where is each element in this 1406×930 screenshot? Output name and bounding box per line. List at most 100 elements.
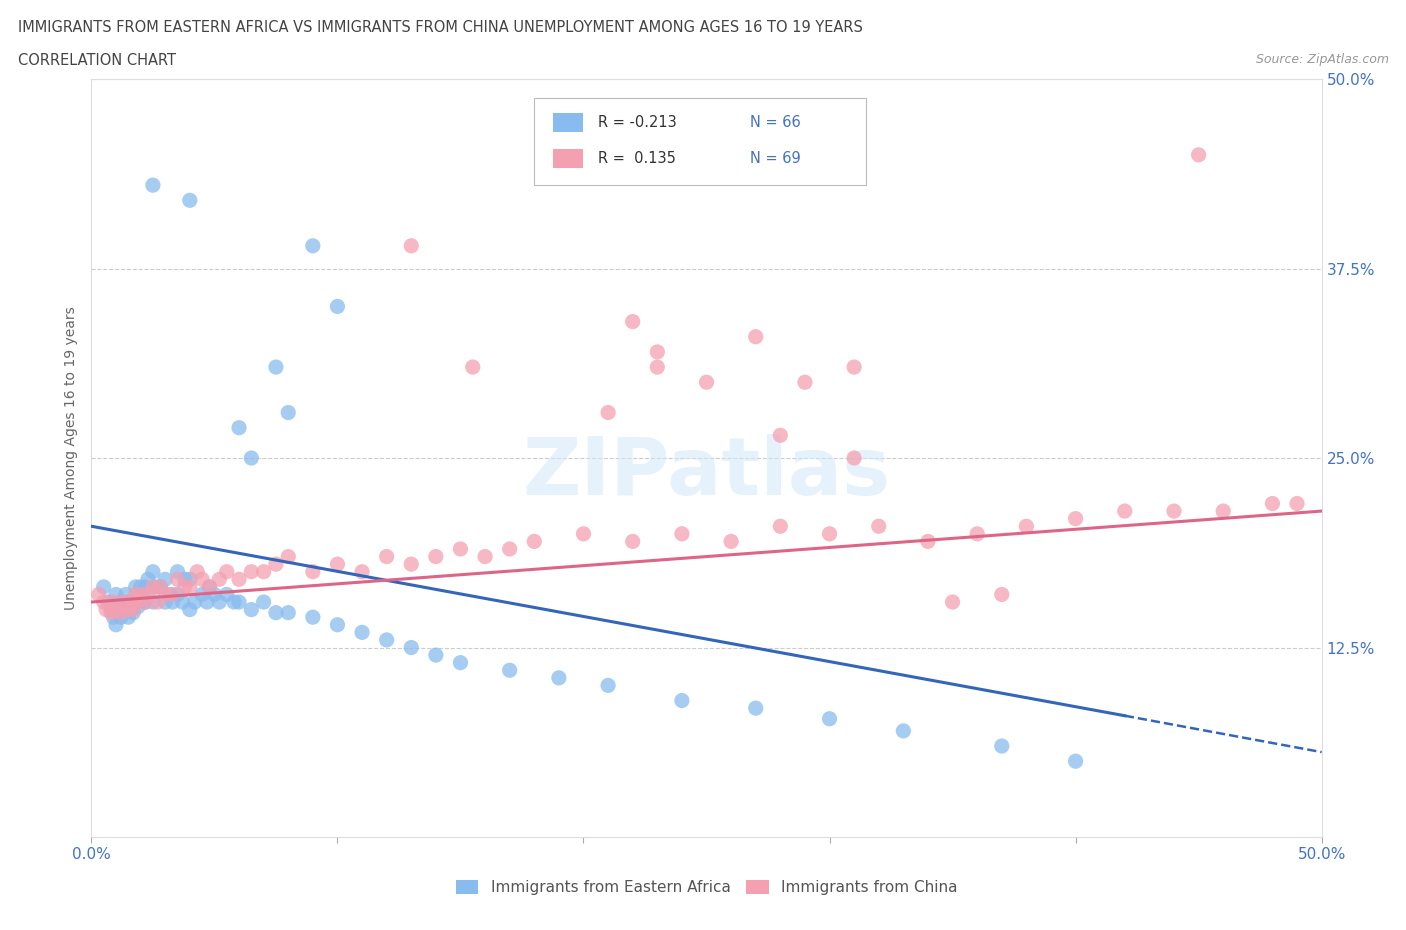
- Point: [129, 587, 152, 602]
- Point: [277, 549, 299, 564]
- Point: [162, 587, 184, 602]
- Point: [96, 603, 117, 618]
- Point: [240, 603, 263, 618]
- Y-axis label: Unemployment Among Ages 16 to 19 years: Unemployment Among Ages 16 to 19 years: [65, 306, 79, 610]
- Point: [202, 587, 225, 602]
- Point: [301, 238, 323, 253]
- Point: [153, 572, 177, 587]
- Point: [153, 587, 177, 602]
- Point: [868, 519, 890, 534]
- Point: [621, 314, 644, 329]
- Text: N = 69: N = 69: [749, 152, 800, 166]
- Point: [818, 526, 841, 541]
- Legend: Immigrants from Eastern Africa, Immigrants from China: Immigrants from Eastern Africa, Immigran…: [450, 874, 963, 901]
- Point: [114, 587, 138, 602]
- Text: Source: ZipAtlas.com: Source: ZipAtlas.com: [1256, 53, 1389, 66]
- Point: [135, 579, 156, 594]
- Point: [135, 594, 156, 609]
- Point: [399, 640, 422, 655]
- Point: [228, 572, 250, 587]
- Point: [842, 451, 865, 466]
- Point: [572, 526, 595, 541]
- Point: [186, 565, 208, 579]
- Point: [195, 594, 218, 609]
- Point: [745, 329, 768, 344]
- Text: R =  0.135: R = 0.135: [599, 152, 676, 166]
- Point: [326, 299, 349, 314]
- Point: [166, 587, 188, 602]
- Point: [596, 405, 619, 420]
- Point: [1064, 512, 1087, 526]
- Point: [264, 360, 287, 375]
- Point: [142, 579, 165, 594]
- Point: [124, 587, 146, 602]
- Point: [105, 603, 127, 618]
- Point: [399, 238, 422, 253]
- Point: [179, 579, 201, 594]
- Point: [124, 594, 146, 609]
- Point: [198, 579, 221, 594]
- Point: [326, 557, 349, 572]
- Point: [253, 565, 276, 579]
- Point: [1212, 504, 1234, 519]
- Point: [135, 594, 156, 609]
- Point: [425, 549, 447, 564]
- Point: [142, 565, 165, 579]
- Point: [127, 594, 149, 609]
- Point: [425, 647, 447, 662]
- Point: [174, 572, 197, 587]
- Point: [105, 618, 127, 632]
- Point: [523, 534, 546, 549]
- Point: [1187, 148, 1209, 163]
- Point: [793, 375, 815, 390]
- Point: [720, 534, 742, 549]
- Point: [1261, 496, 1284, 511]
- Point: [645, 344, 669, 359]
- Point: [120, 603, 142, 618]
- Point: [645, 360, 669, 375]
- Point: [191, 587, 214, 602]
- Point: [172, 594, 194, 609]
- Point: [769, 428, 792, 443]
- Point: [215, 587, 238, 602]
- Point: [174, 579, 197, 594]
- Point: [179, 193, 201, 207]
- Point: [1163, 504, 1185, 519]
- Point: [159, 587, 181, 602]
- Text: N = 66: N = 66: [749, 114, 800, 130]
- Point: [87, 587, 110, 602]
- Point: [1015, 519, 1038, 534]
- Point: [112, 603, 135, 618]
- Point: [100, 603, 122, 618]
- Point: [215, 565, 238, 579]
- Point: [449, 541, 471, 556]
- Point: [498, 663, 520, 678]
- Point: [277, 605, 299, 620]
- Point: [136, 587, 159, 602]
- Point: [671, 693, 693, 708]
- Point: [228, 420, 250, 435]
- Point: [695, 375, 717, 390]
- Point: [110, 610, 132, 625]
- Point: [240, 451, 263, 466]
- Point: [240, 565, 263, 579]
- Point: [120, 594, 142, 609]
- Point: [399, 557, 422, 572]
- Point: [179, 603, 201, 618]
- Point: [966, 526, 988, 541]
- Point: [97, 594, 120, 609]
- Point: [917, 534, 939, 549]
- Point: [145, 579, 166, 594]
- Point: [112, 594, 135, 609]
- Point: [1114, 504, 1136, 519]
- Point: [136, 572, 159, 587]
- Point: [745, 700, 768, 715]
- Point: [153, 594, 177, 609]
- Point: [228, 594, 250, 609]
- Point: [352, 565, 374, 579]
- Point: [93, 579, 115, 594]
- Point: [842, 360, 865, 375]
- Point: [264, 605, 287, 620]
- Point: [301, 565, 323, 579]
- FancyBboxPatch shape: [553, 113, 583, 132]
